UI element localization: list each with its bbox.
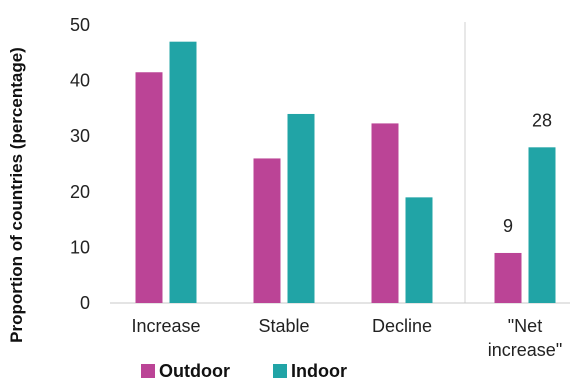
y-tick-label: 0 <box>80 293 90 313</box>
bars <box>135 41 556 304</box>
legend-label-indoor: Indoor <box>291 361 347 380</box>
bar-outdoor-2 <box>371 123 399 303</box>
legend: Outdoor Indoor <box>141 361 347 380</box>
y-axis-ticks: 0 10 20 30 40 50 <box>70 15 90 313</box>
y-tick-label: 40 <box>70 71 90 91</box>
data-label: 9 <box>503 216 513 236</box>
bar-indoor-0 <box>169 41 197 304</box>
y-tick-label: 50 <box>70 15 90 35</box>
bar-outdoor-0 <box>135 72 163 303</box>
bar-indoor-3 <box>528 147 556 303</box>
x-category-label: "Net <box>508 316 542 336</box>
legend-label-outdoor: Outdoor <box>159 361 230 380</box>
bar-outdoor-3 <box>494 252 522 303</box>
bar-indoor-1 <box>287 113 315 304</box>
data-label: 28 <box>532 110 552 130</box>
y-tick-label: 30 <box>70 126 90 146</box>
bar-outdoor-1 <box>253 158 281 303</box>
bar-indoor-2 <box>405 197 433 303</box>
y-tick-label: 10 <box>70 237 90 257</box>
x-category-label: Decline <box>372 316 432 336</box>
x-category-label: increase" <box>488 340 562 360</box>
y-tick-label: 20 <box>70 182 90 202</box>
category-labels: Increase Stable Decline "Net increase" <box>131 316 562 360</box>
x-category-label: Stable <box>258 316 309 336</box>
legend-swatch-indoor <box>273 364 287 378</box>
legend-swatch-outdoor <box>141 364 155 378</box>
y-axis-label: Proportion of countries (percentage) <box>7 47 26 343</box>
data-labels: 9 28 <box>503 110 552 236</box>
x-category-label: Increase <box>131 316 200 336</box>
